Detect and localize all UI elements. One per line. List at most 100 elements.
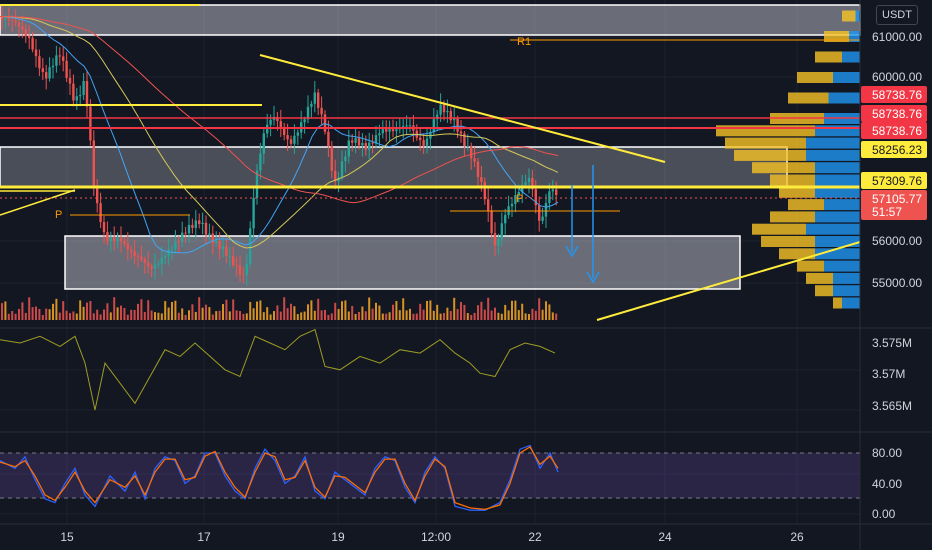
candle-body	[221, 246, 225, 249]
volume-bar	[150, 310, 153, 320]
volume-bar	[303, 311, 306, 320]
price-badge	[861, 172, 927, 189]
candle-body	[14, 20, 17, 23]
volume-bar	[249, 301, 252, 320]
candle-body	[211, 233, 214, 244]
volume-bar	[184, 314, 187, 320]
candle-body	[269, 119, 272, 125]
profile-bar-blue	[833, 72, 860, 83]
volume-bar	[463, 304, 466, 320]
volume-bar	[252, 308, 255, 320]
candle-body	[483, 181, 486, 200]
volume-bar	[500, 313, 503, 320]
profile-bar-blue	[849, 31, 860, 42]
candle-body	[147, 262, 150, 267]
price-badge-text: 51:57	[872, 205, 902, 219]
top-resistance-zone	[0, 4, 861, 36]
volume-bar	[358, 311, 360, 320]
profile-bar-gold	[734, 149, 806, 161]
pivot-label-left: P	[55, 209, 62, 221]
candle-body	[432, 119, 435, 133]
candle-body	[470, 145, 473, 159]
volume-bar	[466, 313, 469, 320]
profile-bar-gold	[761, 236, 815, 247]
volume-bar	[446, 307, 449, 320]
candle-body	[293, 135, 296, 144]
volume-bar	[222, 304, 224, 320]
x-tick-label: 19	[331, 530, 345, 544]
profile-bar-gold	[725, 137, 806, 149]
r1-label: R1	[517, 36, 531, 48]
volume-bar	[480, 301, 483, 320]
candle-body	[436, 114, 439, 120]
candle-body	[286, 135, 289, 140]
price-badge-text: 58738.76	[872, 88, 922, 102]
volume-bar	[551, 312, 554, 320]
volume-bar	[494, 307, 496, 320]
volume-bar	[368, 297, 371, 320]
profile-bar-blue	[824, 199, 860, 211]
volume-bar	[228, 311, 231, 320]
stochastic-rsi-panel[interactable]	[0, 444, 860, 511]
volume-bar	[378, 305, 381, 320]
profile-bar-gold	[752, 162, 815, 174]
profile-bar-blue	[855, 10, 860, 22]
profile-bar-blue	[815, 125, 860, 137]
candle-body	[21, 26, 24, 30]
volume-bar	[147, 300, 150, 320]
volume-bar	[487, 297, 490, 320]
volume-bar	[143, 312, 146, 320]
volume-bar	[531, 308, 534, 320]
candle-body	[106, 232, 109, 242]
volume-bar	[211, 314, 214, 320]
volume-bar	[436, 304, 439, 320]
candle-body	[289, 139, 293, 144]
candle-body	[405, 125, 408, 127]
volume-bar	[290, 303, 292, 320]
volume-bar	[351, 305, 354, 320]
price-panel[interactable]: R1 P P	[0, 4, 861, 321]
candle-body	[58, 55, 61, 57]
currency-label[interactable]: USDT	[876, 5, 918, 25]
candle-body	[473, 158, 476, 162]
x-axis-ticks: 15 17 19 12:00 22 24 26	[60, 530, 804, 544]
candle-body	[228, 255, 231, 257]
volume-bar	[256, 301, 258, 320]
volume-bar	[38, 308, 41, 320]
volume-bar	[245, 313, 248, 320]
volume-bar	[109, 312, 112, 320]
candle-body	[296, 132, 299, 136]
candle-body	[497, 239, 500, 246]
price-badge	[861, 141, 927, 158]
candle-body	[361, 143, 364, 146]
profile-bar-blue	[806, 149, 860, 161]
candle-body	[490, 210, 493, 234]
volume-bar	[541, 309, 544, 320]
candle-body	[371, 142, 374, 144]
volume-bar	[123, 307, 126, 320]
volume-oscillator-panel[interactable]	[0, 328, 556, 411]
volume-bar	[181, 308, 184, 320]
candle-body	[177, 241, 180, 243]
candle-body	[517, 191, 520, 196]
candle-body	[368, 142, 371, 150]
candle-body	[351, 140, 354, 143]
volume-bar	[456, 309, 459, 320]
oscillator-tick-label: 3.565M	[872, 399, 912, 413]
volume-bar	[504, 304, 507, 320]
volume-bar	[307, 304, 309, 320]
candle-body	[62, 56, 65, 61]
candle-body	[28, 35, 31, 38]
volume-bar	[171, 302, 173, 320]
x-tick-label: 12:00	[421, 530, 451, 544]
volume-bar	[483, 309, 486, 320]
candle-body	[45, 72, 48, 79]
candle-body	[242, 274, 245, 276]
volume-bar	[72, 311, 75, 320]
profile-bar-blue	[815, 162, 860, 174]
candle-body	[238, 265, 242, 275]
volume-bar	[511, 300, 513, 320]
candle-body	[65, 60, 68, 78]
price-tick-label: 60000.00	[872, 70, 922, 84]
